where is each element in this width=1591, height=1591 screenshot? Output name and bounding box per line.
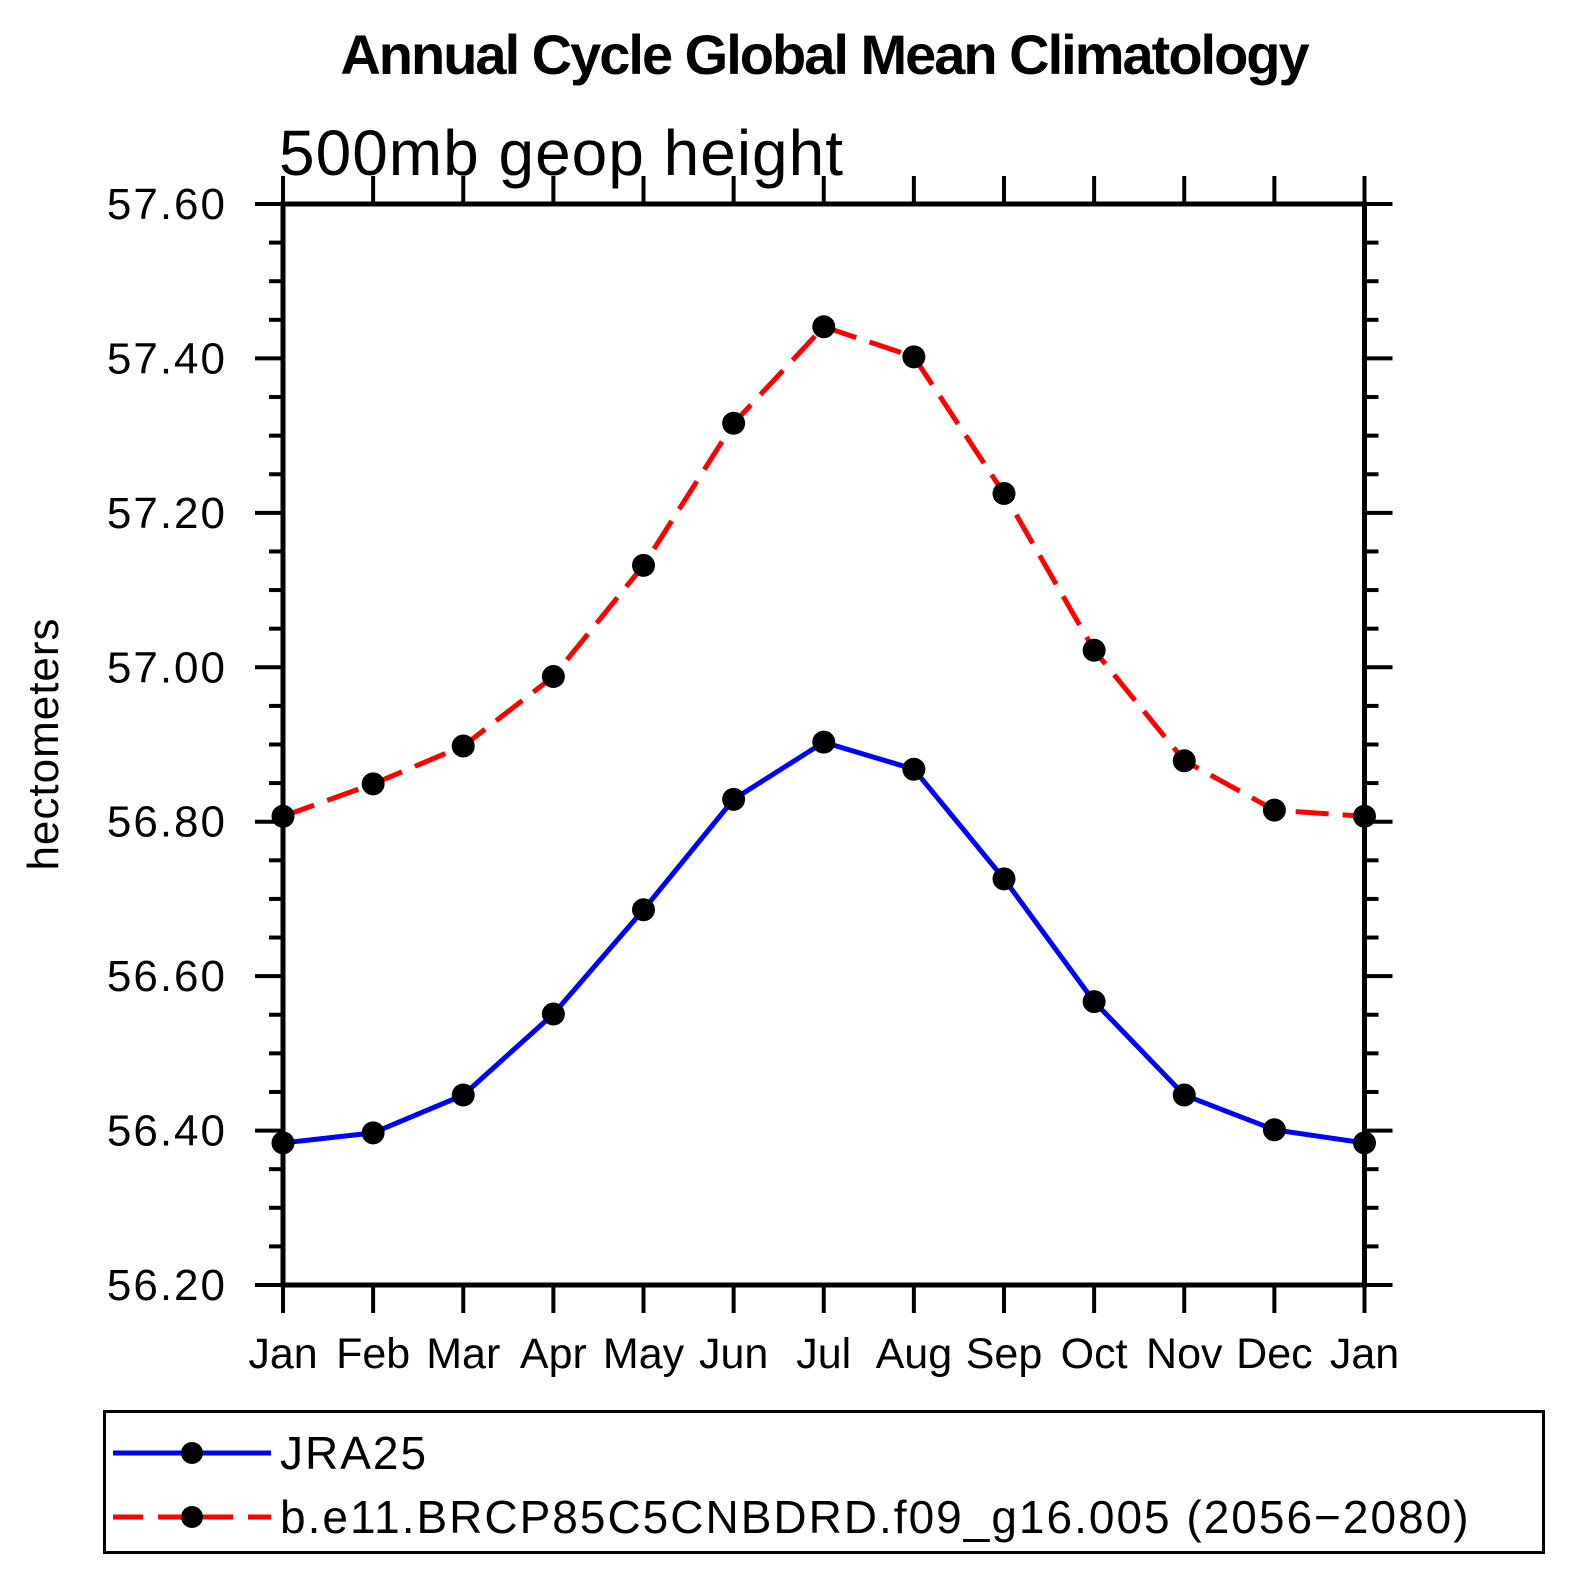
x-tick-label: Feb [336, 1330, 410, 1378]
x-tick-label: Jul [796, 1330, 851, 1378]
x-tick-label: Apr [520, 1330, 587, 1378]
legend-box: JRA25 b.e11.BRCP85C5CNBDRD.f09_g16.005 (… [103, 1410, 1545, 1554]
data-point-marker [992, 482, 1016, 506]
data-point-marker [902, 345, 926, 369]
y-tick-label: 57.40 [107, 334, 227, 383]
axes: Jan Feb Mar Apr May Jun Jul Aug Sep Oct Nov Dec Jan 5… [107, 176, 1399, 1378]
y-axis-title: hectometers [19, 617, 68, 870]
legend-label-model-run: b.e11.BRCP85C5CNBDRD.f09_g16.005 (2056−2… [280, 1491, 1471, 1543]
x-tick-label: Mar [426, 1330, 500, 1378]
data-point-marker [1082, 990, 1106, 1014]
data-point-marker [1082, 638, 1106, 662]
data-point-marker [541, 665, 565, 689]
legend-label-jra25: JRA25 [280, 1427, 429, 1479]
data-point-marker [361, 772, 385, 796]
x-tick-label: Oct [1061, 1330, 1128, 1378]
y-tick-label: 57.20 [107, 489, 227, 538]
y-tick-label: 56.20 [107, 1261, 227, 1310]
series-lines [271, 315, 1376, 1155]
data-point-marker [1172, 1083, 1196, 1107]
legend-line-sample-solid [113, 1442, 271, 1464]
x-tick-label: Aug [876, 1330, 953, 1378]
data-point-marker [632, 553, 655, 577]
data-point-marker [812, 730, 836, 754]
y-tick-label: 56.60 [107, 952, 227, 1001]
x-tick-label: May [603, 1330, 685, 1378]
x-tick-label: Nov [1146, 1330, 1223, 1378]
legend-marker-icon [181, 1442, 203, 1464]
chart-title: Annual Cycle Global Mean Climatology [340, 23, 1309, 86]
legend-marker-icon [181, 1506, 203, 1528]
x-tick-label: Jun [699, 1330, 768, 1378]
data-point-marker [361, 1121, 385, 1145]
data-point-marker [722, 411, 746, 435]
data-point-marker [1262, 1118, 1286, 1142]
data-point-marker [902, 757, 926, 781]
y-tick-label: 57.00 [107, 643, 227, 692]
data-point-marker [451, 1083, 475, 1107]
data-point-marker [992, 867, 1016, 891]
y-tick-label: 57.60 [107, 180, 227, 229]
series-line-0 [282, 739, 1365, 1146]
y-tick-label: 56.40 [107, 1107, 227, 1156]
data-point-marker [1172, 749, 1196, 773]
data-point-marker [812, 315, 836, 339]
data-point-marker [451, 734, 475, 758]
data-point-marker [271, 1131, 295, 1155]
x-tick-label: Sep [966, 1330, 1043, 1378]
data-point-marker [1353, 804, 1376, 828]
data-point-marker [271, 804, 295, 828]
data-point-marker [1262, 798, 1286, 822]
legend-line-sample-dashed [113, 1506, 271, 1528]
data-point-marker [1353, 1131, 1376, 1155]
data-point-marker [722, 787, 746, 811]
y-tick-label: 56.80 [107, 798, 227, 847]
data-point-marker [632, 898, 655, 922]
legend-item-model-run: b.e11.BRCP85C5CNBDRD.f09_g16.005 (2056−2… [108, 1485, 1542, 1549]
x-tick-label: Dec [1236, 1330, 1312, 1378]
data-point-marker [541, 1002, 565, 1026]
legend-item-jra25: JRA25 [108, 1421, 1542, 1485]
x-tick-label: Jan [248, 1330, 317, 1378]
x-tick-label: Jan [1330, 1330, 1399, 1378]
